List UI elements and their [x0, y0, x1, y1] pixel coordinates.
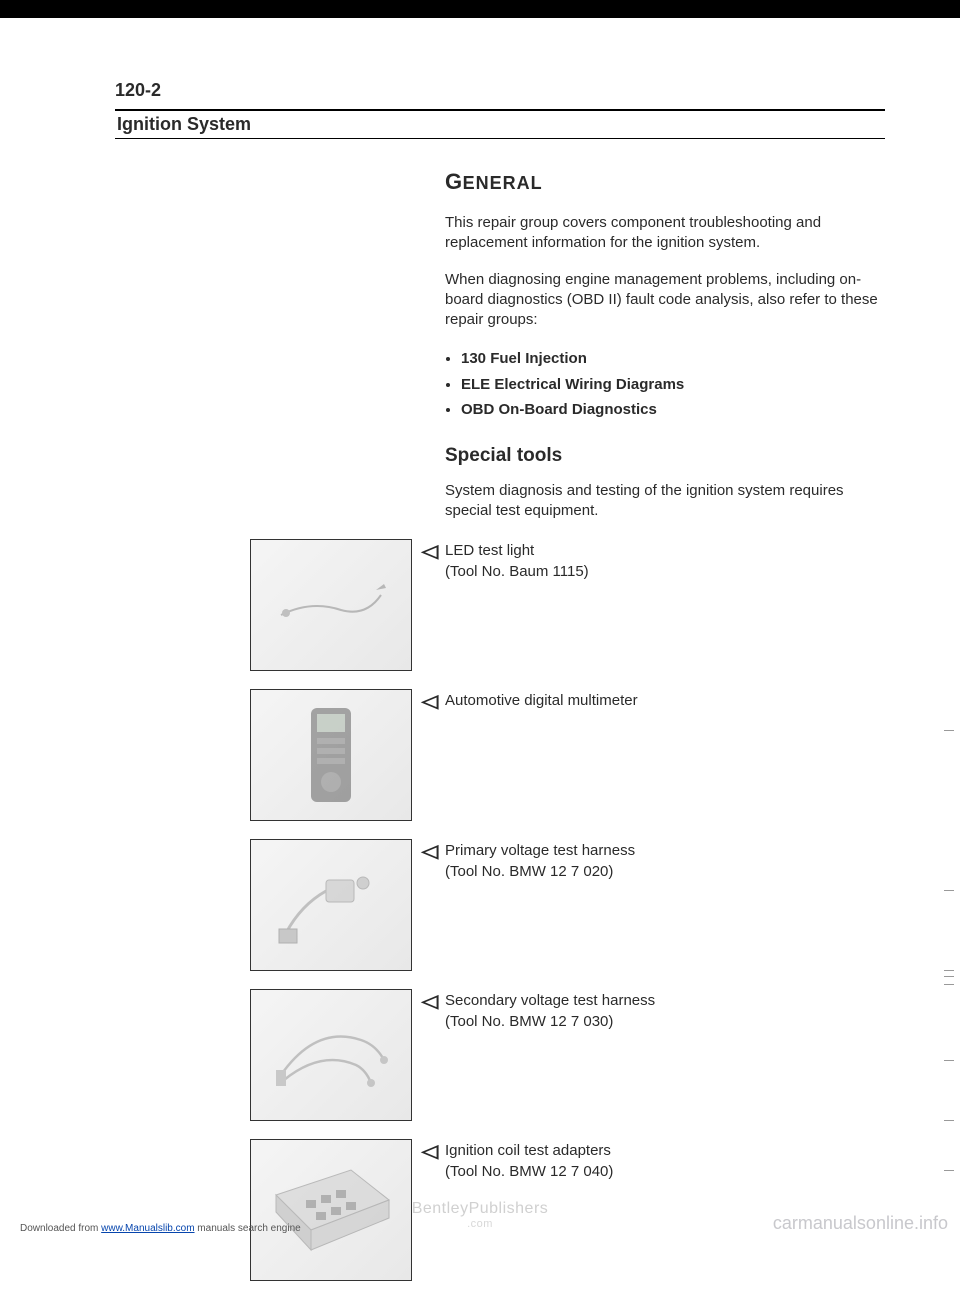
- tool-number: (Tool No. BMW 12 7 040): [445, 1163, 613, 1180]
- intro-paragraph-2: When diagnosing engine management proble…: [445, 270, 885, 331]
- footer-suffix: manuals search engine: [195, 1223, 301, 1234]
- watermark-site: carmanualsonline.info: [773, 1213, 948, 1234]
- tool-row: ◁ Secondary voltage test harness (Tool N…: [445, 989, 885, 1129]
- intro-paragraph-1: This repair group covers component troub…: [445, 213, 885, 254]
- page-number: 120-2: [115, 80, 885, 101]
- tool-image-primary-harness: [250, 839, 412, 971]
- watermark-sub: .com: [412, 1218, 549, 1230]
- heading-cap: G: [445, 169, 463, 194]
- tool-image-multimeter: [250, 689, 412, 821]
- tool-name: Primary voltage test harness: [445, 842, 635, 859]
- general-heading: GENERAL: [445, 169, 885, 195]
- tool-row: ◁ Automotive digital multimeter: [445, 689, 885, 829]
- pointer-arrow-icon: ◁: [422, 541, 439, 562]
- tool-row: ◁ LED test light (Tool No. Baum 1115): [445, 539, 885, 679]
- heading-rest: ENERAL: [463, 173, 543, 193]
- tool-name: Ignition coil test adapters: [445, 1142, 611, 1159]
- section-title: Ignition System: [117, 114, 251, 135]
- special-tools-intro: System diagnosis and testing of the igni…: [445, 481, 885, 522]
- page-body: 120-2 Ignition System GENERAL This repai…: [115, 80, 885, 1299]
- list-item: OBD On-Board Diagnostics: [461, 397, 885, 423]
- footer-attribution: Downloaded from www.Manualslib.com manua…: [20, 1223, 301, 1234]
- tool-number: (Tool No. Baum 1115): [445, 563, 589, 580]
- watermark-main: BentleyPublishers: [412, 1200, 549, 1217]
- repair-groups-list: 130 Fuel Injection ELE Electrical Wiring…: [461, 346, 885, 423]
- pointer-arrow-icon: ◁: [422, 841, 439, 862]
- list-item: ELE Electrical Wiring Diagrams: [461, 372, 885, 398]
- pointer-arrow-icon: ◁: [422, 691, 439, 712]
- watermark-publisher: BentleyPublishers .com: [412, 1200, 549, 1230]
- tool-text: Automotive digital multimeter: [445, 689, 885, 711]
- pointer-arrow-icon: ◁: [422, 991, 439, 1012]
- tool-number: (Tool No. BMW 12 7 020): [445, 863, 613, 880]
- special-tools-heading: Special tools: [445, 445, 885, 467]
- content-column: GENERAL This repair group covers compone…: [445, 169, 885, 1289]
- tool-number: (Tool No. BMW 12 7 030): [445, 1013, 613, 1030]
- tool-text: Primary voltage test harness (Tool No. B…: [445, 839, 885, 882]
- tool-text: Secondary voltage test harness (Tool No.…: [445, 989, 885, 1032]
- tool-image-coil-adapters: [250, 1139, 412, 1281]
- section-header-box: Ignition System: [115, 109, 885, 139]
- scan-edge-marks: [942, 50, 954, 1202]
- tool-name: LED test light: [445, 542, 534, 559]
- tool-name: Automotive digital multimeter: [445, 692, 638, 709]
- tool-image-secondary-harness: [250, 989, 412, 1121]
- footer-prefix: Downloaded from: [20, 1223, 101, 1234]
- tool-row: ◁ Primary voltage test harness (Tool No.…: [445, 839, 885, 979]
- tool-name: Secondary voltage test harness: [445, 992, 655, 1009]
- footer-link[interactable]: www.Manualslib.com: [101, 1223, 194, 1234]
- pointer-arrow-icon: ◁: [422, 1141, 439, 1162]
- list-item: 130 Fuel Injection: [461, 346, 885, 372]
- tool-text: Ignition coil test adapters (Tool No. BM…: [445, 1139, 885, 1182]
- tool-text: LED test light (Tool No. Baum 1115): [445, 539, 885, 582]
- top-black-bar: [0, 0, 960, 18]
- tool-image-led-test-light: [250, 539, 412, 671]
